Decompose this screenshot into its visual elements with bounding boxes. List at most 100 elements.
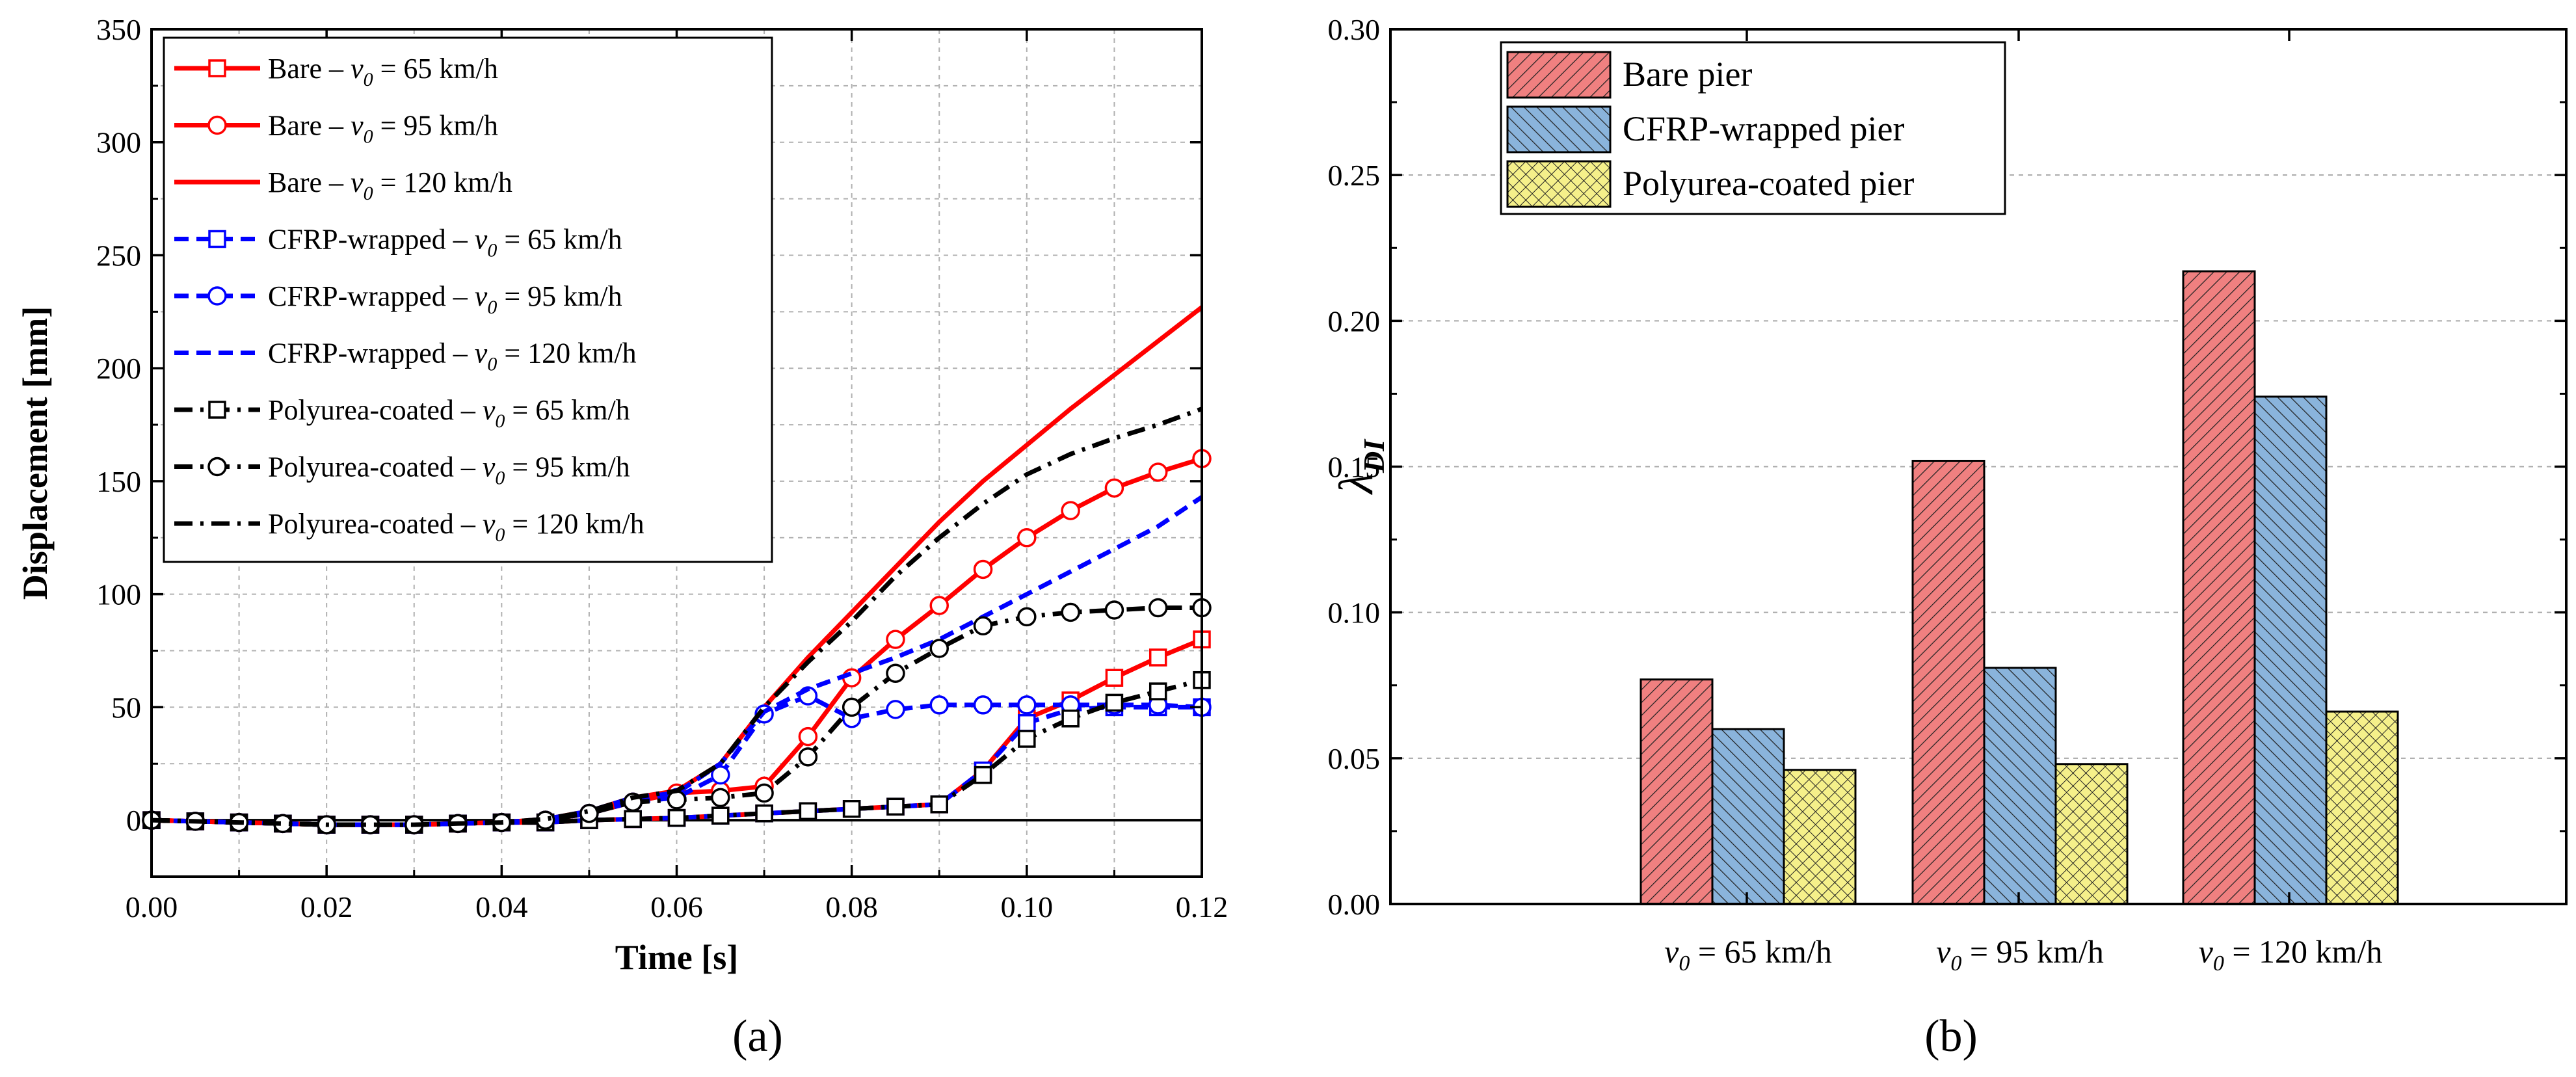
y-tick-label: 0.20 [1328,304,1381,338]
x-tick-label: 0.00 [126,890,178,924]
x-tick-label: 0.02 [300,890,353,924]
y-tick-label: 0.10 [1328,596,1381,630]
data-point [1148,462,1168,482]
data-point [973,559,993,579]
series-line-8 [151,406,1203,827]
data-point [624,810,642,829]
bar-hatch [1711,728,1785,905]
legend-marker [208,230,226,248]
data-point [754,783,774,803]
bar-hatch [1983,667,2057,905]
bar-hatch [2253,395,2328,905]
x-tick-label: 0.04 [475,890,528,924]
legend-label: CFRP-wrapped – v0 = 120 km/h [268,338,637,375]
y-tick-label: 200 [96,352,141,385]
panel-label-a: (a) [732,1011,783,1061]
data-point [798,726,818,747]
data-point [711,806,730,825]
chart-b: v0 = 65 km/h v0 = 95 km/h v0 = 120 km/h 0.0… [1328,13,2568,976]
data-point [1018,730,1036,748]
data-point [886,663,905,684]
legend-label: CFRP-wrapped – v0 = 65 km/h [268,224,622,261]
data-point [1061,602,1080,622]
legend-label: Polyurea-coated – v0 = 95 km/h [268,451,630,489]
data-point [886,797,905,816]
x-tick-label: 0.06 [650,890,703,924]
data-point [1017,695,1037,715]
legend-label: Bare – v0 = 65 km/h [268,53,498,90]
data-point [1105,693,1124,712]
y-tick-label: 250 [96,239,141,272]
data-point [799,802,817,820]
data-point [1105,669,1124,687]
data-point [711,788,730,808]
data-point [929,639,949,658]
chart-a: 0.00 0.02 0.04 0.06 0.08 0.10 0.12 0 50 100 150 200… [16,13,1228,977]
legend-swatch-hatch [1506,160,1612,208]
data-point [842,800,861,818]
bar-hatch [1911,460,1985,905]
legend-marker [207,286,227,306]
data-point [973,616,993,636]
legend-label: CFRP-wrapped – v0 = 95 km/h [268,280,622,318]
data-point [1148,598,1168,618]
data-point [1061,710,1080,728]
data-point [1149,682,1167,700]
legend-swatch-hatch [1506,51,1612,99]
y-tick-label: 0.30 [1328,13,1381,46]
x-tick-label: v0 = 65 km/h [1664,933,1832,976]
x-axis-title: Time [s] [615,938,738,977]
y-tick-label: 350 [96,13,141,46]
y-tick-label: 50 [111,691,141,724]
bar-hatch [2054,763,2129,905]
data-point [1104,478,1124,498]
data-point [711,765,730,785]
y-axis-title: Displacement [mm] [16,306,55,600]
legend-marker [207,115,227,135]
data-point [1018,713,1036,732]
legend-marker [208,401,226,419]
bar-hatch [1783,769,1857,905]
y-tick-label: 0.25 [1328,159,1381,192]
data-point [755,804,773,823]
data-point [1017,528,1037,548]
data-point [579,803,599,823]
y-axis-title: λDI [1330,438,1390,495]
legend-label: Polyurea-coated pier [1623,164,1914,203]
data-point [1149,648,1167,667]
x-tick-label: 0.08 [825,890,878,924]
data-point [929,596,949,615]
x-tick-label: v0 = 95 km/h [1936,933,2104,976]
data-point [974,765,992,784]
data-point [929,695,949,715]
bar-hatch [2182,270,2256,905]
y-tick-label: 300 [96,126,141,159]
legend-box [163,36,773,563]
data-point [886,630,905,649]
y-tick-label: 0.05 [1328,742,1381,775]
data-point [886,700,905,719]
legend-label: Polyurea-coated – v0 = 65 km/h [268,394,630,432]
data-point [1061,501,1080,520]
y-tick-label: 0.15 [1328,451,1381,484]
data-point [1017,607,1037,627]
legend-label: Bare – v0 = 95 km/h [268,110,498,148]
legend-b: Bare pier CFRP-wrapped pier Polyurea-coate… [1500,41,2006,215]
legend-label: Polyurea-coated – v0 = 120 km/h [268,508,644,546]
data-point [842,697,862,717]
legend-marker [208,59,226,77]
legend-a: Bare – v0 = 65 km/h Bare – v0 = 95 km/h Ba… [163,36,773,563]
series-line-5 [151,495,1203,827]
y-tick-label: 100 [96,578,141,611]
data-point [973,695,993,715]
y-tick-label: 150 [96,465,141,498]
legend-marker [207,457,227,477]
data-point [798,747,818,767]
legend-label: CFRP-wrapped pier [1623,109,1904,148]
legend-label: Bare pier [1623,55,1752,94]
x-tick-label: 0.10 [1001,890,1054,924]
x-tick-label: 0.12 [1176,890,1228,924]
y-tick-label: 0 [126,804,141,837]
data-point [930,795,948,814]
